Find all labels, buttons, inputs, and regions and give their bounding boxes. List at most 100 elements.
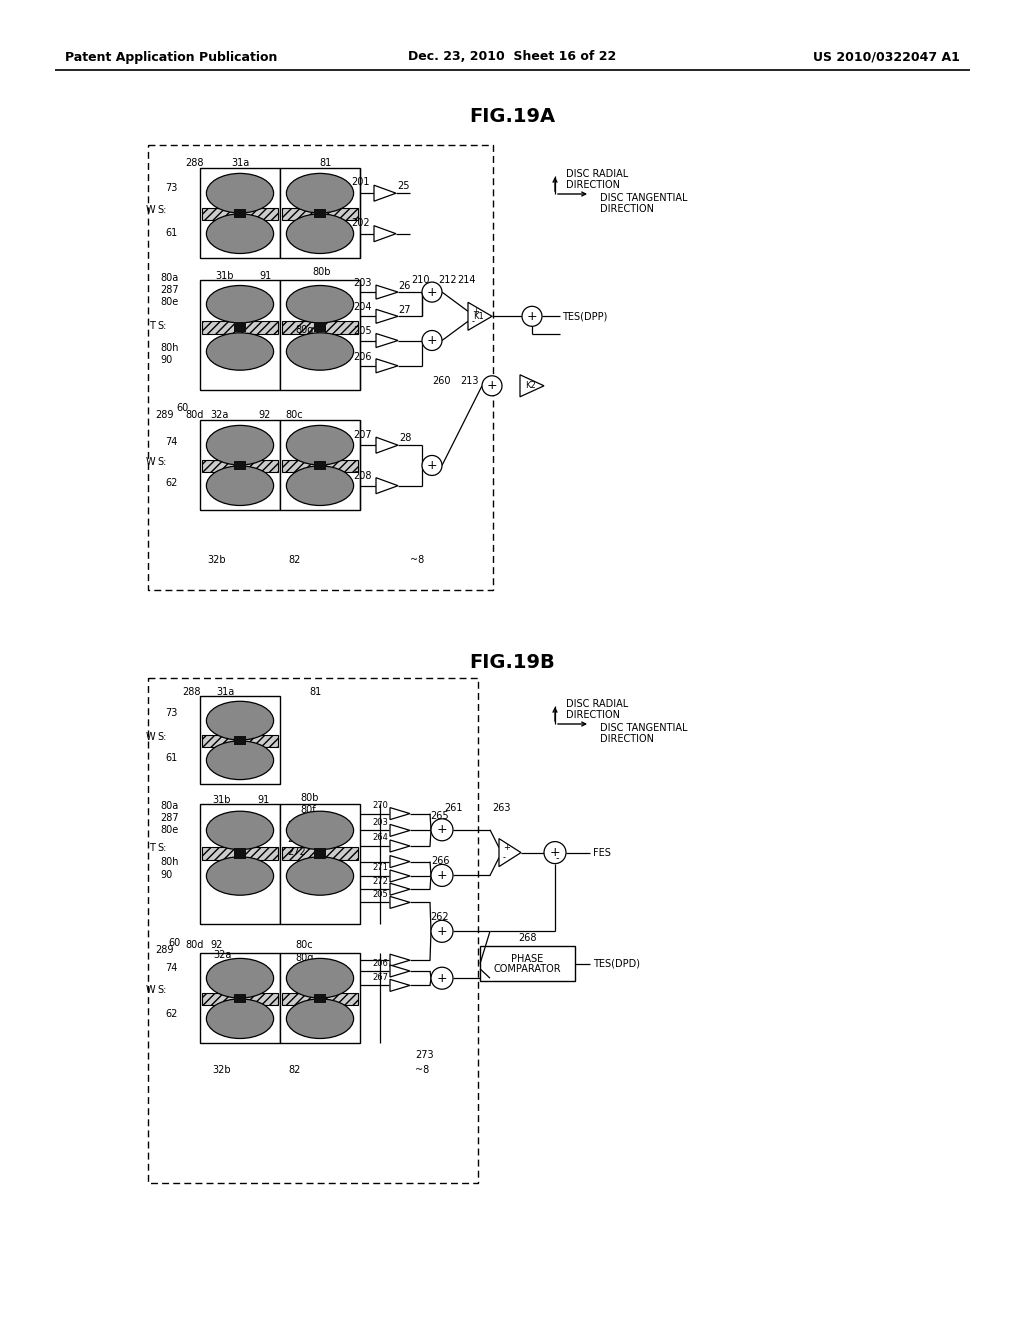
Bar <box>234 737 246 746</box>
Text: 80a: 80a <box>160 801 178 810</box>
Text: W: W <box>145 985 155 995</box>
Bar <box>280 953 360 1043</box>
Text: 203: 203 <box>372 818 388 826</box>
Bar <box>282 459 358 473</box>
Text: 61: 61 <box>165 752 177 763</box>
Ellipse shape <box>207 812 273 850</box>
Circle shape <box>482 376 502 396</box>
Text: PHASE: PHASE <box>511 954 544 964</box>
Text: 80c: 80c <box>295 940 312 950</box>
Text: S:: S: <box>157 457 166 467</box>
Text: FES: FES <box>593 847 611 858</box>
Circle shape <box>422 455 442 475</box>
Text: S:: S: <box>157 321 166 331</box>
Bar <box>234 210 246 218</box>
Text: W: W <box>145 733 155 742</box>
Text: 287: 287 <box>160 285 178 294</box>
Text: -: - <box>503 853 506 862</box>
Text: 31a: 31a <box>216 686 234 697</box>
Circle shape <box>544 842 566 863</box>
Text: 80g: 80g <box>295 325 313 335</box>
Text: DIRECTION: DIRECTION <box>566 710 620 719</box>
Text: 208: 208 <box>353 471 372 480</box>
Polygon shape <box>376 285 398 300</box>
Text: S:: S: <box>157 205 166 215</box>
Text: K1: K1 <box>473 312 483 321</box>
Bar <box>234 994 246 1003</box>
Circle shape <box>431 865 453 887</box>
Text: 205: 205 <box>353 326 372 337</box>
Text: 272: 272 <box>372 876 388 886</box>
Text: 31b: 31b <box>213 795 231 805</box>
Text: +: + <box>436 972 447 985</box>
Bar <box>282 993 358 1006</box>
Polygon shape <box>374 185 396 201</box>
Ellipse shape <box>287 333 353 370</box>
Text: Patent Application Publication: Patent Application Publication <box>65 50 278 63</box>
Text: 289: 289 <box>155 945 173 954</box>
Ellipse shape <box>207 857 273 895</box>
Ellipse shape <box>287 812 353 850</box>
Text: 31a: 31a <box>230 158 249 168</box>
Text: 25: 25 <box>397 181 410 191</box>
Polygon shape <box>390 883 410 895</box>
Bar <box>148 678 478 1183</box>
Polygon shape <box>499 838 521 867</box>
Bar <box>282 321 358 334</box>
Text: K2: K2 <box>524 381 536 391</box>
Polygon shape <box>468 302 492 330</box>
Text: 80f: 80f <box>295 305 310 315</box>
Text: -: - <box>472 317 475 326</box>
Ellipse shape <box>207 285 273 323</box>
Text: 82: 82 <box>289 1065 301 1074</box>
Text: 204: 204 <box>353 302 372 313</box>
Text: +: + <box>503 843 510 853</box>
Text: 80f: 80f <box>300 805 315 814</box>
Text: 266: 266 <box>431 857 450 866</box>
Circle shape <box>422 330 442 351</box>
Text: 271: 271 <box>287 834 305 843</box>
Ellipse shape <box>207 214 273 253</box>
Polygon shape <box>374 226 396 242</box>
Text: 74: 74 <box>165 964 177 973</box>
Polygon shape <box>376 478 398 494</box>
Text: TES(DPD): TES(DPD) <box>593 958 640 969</box>
Text: 31b: 31b <box>216 271 234 281</box>
Bar <box>280 280 360 389</box>
Text: 80d: 80d <box>185 940 204 950</box>
Text: COMPARATOR: COMPARATOR <box>494 964 561 974</box>
Text: 213: 213 <box>460 376 478 385</box>
Polygon shape <box>376 437 398 453</box>
Circle shape <box>522 306 542 326</box>
Text: 92: 92 <box>258 411 270 420</box>
Bar <box>200 696 280 784</box>
Bar <box>234 322 246 333</box>
Text: +: + <box>427 285 437 298</box>
Ellipse shape <box>287 999 353 1039</box>
Text: 287: 287 <box>160 813 178 822</box>
Polygon shape <box>390 855 410 867</box>
Text: 32b: 32b <box>213 1065 231 1074</box>
Bar <box>234 462 246 470</box>
Ellipse shape <box>207 333 273 370</box>
Text: 214: 214 <box>457 275 475 285</box>
Text: +: + <box>550 846 560 859</box>
Text: 90: 90 <box>160 355 172 366</box>
Bar <box>234 849 246 859</box>
Polygon shape <box>390 840 410 851</box>
Text: +: + <box>486 379 498 392</box>
Bar <box>314 210 326 218</box>
Ellipse shape <box>287 214 353 253</box>
Text: 80e: 80e <box>160 825 178 836</box>
Text: 28: 28 <box>399 433 412 444</box>
Ellipse shape <box>207 999 273 1039</box>
Polygon shape <box>390 954 410 966</box>
Text: -: - <box>555 853 559 862</box>
Ellipse shape <box>207 425 273 465</box>
Circle shape <box>422 282 442 302</box>
Text: 273: 273 <box>415 1049 433 1060</box>
Text: 62: 62 <box>165 1008 177 1019</box>
Bar <box>282 207 358 220</box>
Bar <box>200 953 280 1043</box>
Bar <box>314 849 326 859</box>
